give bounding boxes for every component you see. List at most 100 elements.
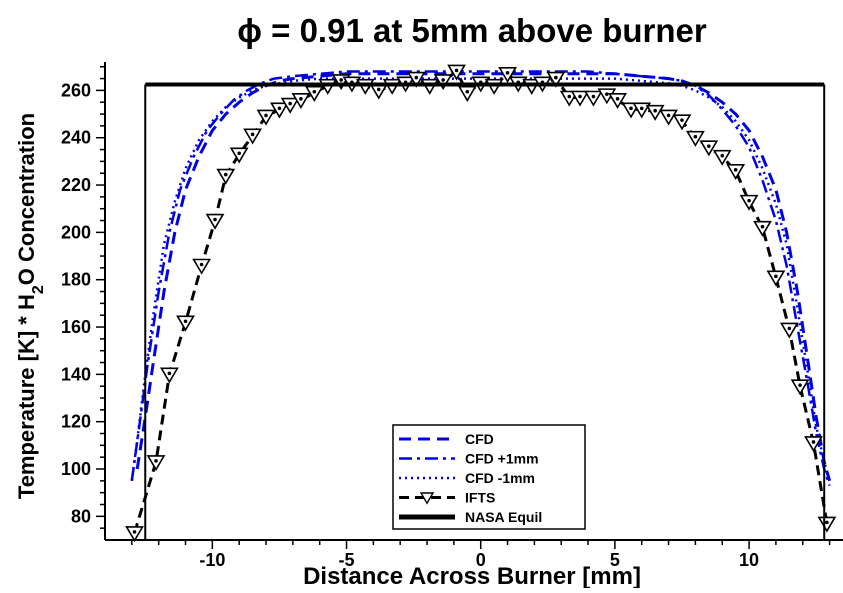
ifts-marker-dot — [154, 459, 158, 463]
ifts-marker — [699, 140, 719, 157]
ifts-marker-dot — [223, 172, 228, 177]
y-tick-label: 100 — [61, 459, 91, 479]
ifts-marker — [229, 147, 249, 164]
series-line — [130, 70, 831, 486]
x-tick-label: -5 — [339, 550, 355, 570]
x-tick-label: -10 — [199, 550, 225, 570]
axes: -10 -5 0 5 10 80 100 120 140 160 180 200 220 240 260 — [61, 62, 843, 570]
ifts-marker — [753, 220, 772, 237]
ifts-marker — [291, 93, 311, 110]
ifts-marker-dot — [825, 520, 829, 525]
ifts-marker-dot — [183, 319, 188, 324]
series-line — [130, 77, 831, 482]
ifts-marker-dot — [454, 68, 459, 73]
legend-label: CFD -1mm — [465, 470, 535, 486]
ifts-marker-dot — [605, 92, 609, 96]
y-tick-label: 200 — [61, 222, 91, 242]
x-tick-label: 5 — [610, 550, 620, 570]
x-axis-label: Distance Across Burner [mm] — [303, 563, 641, 588]
y-tick-label: 140 — [61, 364, 91, 384]
ifts-marker-dot — [798, 383, 802, 387]
ifts-marker-dot — [591, 94, 596, 99]
ifts-marker — [304, 85, 324, 102]
ifts-marker-dot — [299, 97, 303, 101]
x-tick-label: 0 — [476, 550, 486, 570]
ifts-marker — [632, 102, 652, 119]
chart-title: ϕ = 0.91 at 5mm above burner — [237, 12, 707, 49]
ifts-marker — [176, 315, 195, 332]
ifts-marker — [739, 194, 759, 211]
ifts-marker-dot — [250, 132, 255, 137]
legend-label: IFTS — [465, 490, 495, 506]
ifts-marker — [645, 104, 665, 121]
ifts-marker-dot — [707, 144, 711, 148]
ifts-marker-dot — [414, 75, 419, 80]
ifts-marker-dot — [693, 134, 698, 139]
ifts-marker-dot — [167, 371, 172, 376]
y-tick-label: 260 — [61, 80, 91, 100]
ifts-marker — [608, 93, 627, 110]
series-layer — [125, 64, 837, 543]
ifts-marker-dot — [465, 89, 470, 94]
ifts-marker — [433, 74, 453, 91]
ifts-marker-dot — [787, 326, 792, 331]
ifts-marker-dot — [339, 78, 343, 82]
ifts-marker-dot — [615, 97, 620, 101]
series-nasa-equil — [144, 82, 826, 540]
ifts-marker-dot — [288, 101, 292, 106]
ifts-marker-dot — [629, 106, 633, 111]
y-tick-label: 240 — [61, 128, 91, 148]
ifts-marker — [270, 102, 289, 119]
y-tick-label: 220 — [61, 175, 91, 195]
x-tick-label: 10 — [739, 550, 759, 570]
ifts-marker — [546, 71, 566, 88]
ifts-marker-dot — [505, 71, 510, 75]
legend-label: CFD — [465, 431, 494, 447]
ifts-marker — [457, 85, 477, 102]
y-tick-label: 120 — [61, 412, 91, 432]
ifts-marker-dot — [441, 78, 445, 82]
ifts-marker-dot — [720, 153, 725, 158]
series-cfd-1mm — [130, 77, 831, 482]
ifts-marker-dot — [666, 113, 671, 118]
series-line — [135, 72, 832, 482]
ifts-marker-dot — [264, 113, 268, 118]
ifts-marker-dot — [747, 198, 751, 203]
ifts-marker-dot — [199, 262, 204, 267]
legend: CFD CFD +1mm CFD -1mm IFTS NASA Equil — [392, 424, 586, 530]
legend-marker — [419, 492, 435, 505]
ifts-marker — [766, 270, 786, 287]
ifts-marker-dot — [653, 108, 657, 113]
ifts-marker-dot — [774, 274, 778, 279]
ifts-marker-dot — [312, 89, 317, 94]
ifts-marker — [243, 128, 262, 145]
ifts-marker-dot — [680, 118, 684, 122]
ifts-marker-dot — [237, 151, 241, 156]
ifts-marker-dot — [277, 106, 282, 111]
ifts-marker — [447, 64, 466, 81]
y-axis-label: Temperature [K] * H2O Concentration — [14, 113, 47, 499]
ifts-marker-dot — [376, 87, 381, 92]
y-tick-label: 180 — [61, 270, 91, 290]
ifts-marker — [779, 322, 799, 339]
ifts-marker-dot — [639, 106, 644, 111]
ifts-marker-dot — [213, 217, 217, 222]
ifts-marker — [406, 71, 426, 88]
ifts-marker-dot — [760, 224, 765, 229]
ifts-marker-dot — [578, 94, 582, 99]
ifts-marker — [205, 213, 225, 230]
ifts-marker-dot — [567, 94, 572, 99]
ifts-marker-dot — [733, 168, 738, 172]
ifts-marker — [672, 114, 692, 131]
y-tick-label: 160 — [61, 317, 91, 337]
ifts-marker — [216, 168, 236, 185]
series-cfd — [135, 72, 832, 482]
ifts-marker — [498, 67, 517, 84]
ifts-marker-dot — [554, 75, 558, 80]
ifts-marker-dot — [811, 440, 816, 444]
ifts-marker — [726, 164, 746, 181]
y-tick-label: 80 — [71, 506, 91, 526]
series-cfd-1mm — [130, 70, 831, 486]
